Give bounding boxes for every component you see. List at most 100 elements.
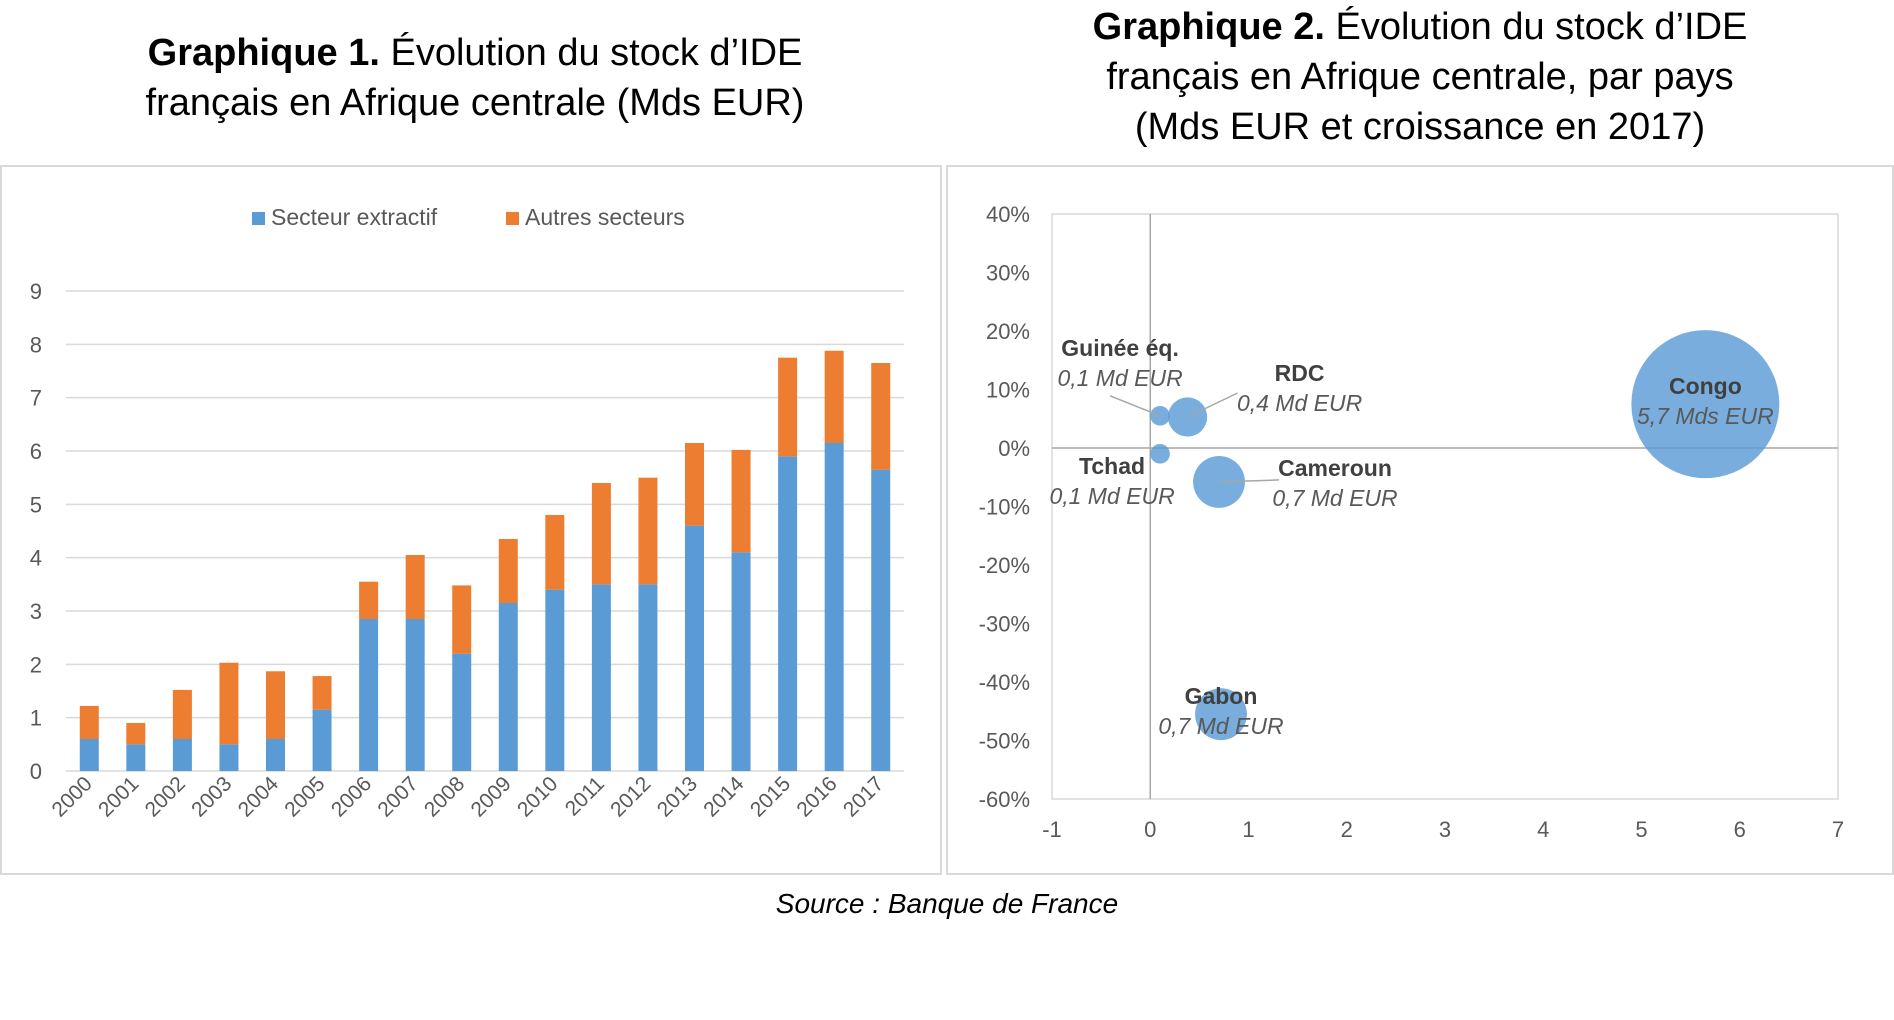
x-tick-label: 7 (1832, 817, 1844, 842)
x-tick-label: 2003 (187, 772, 236, 821)
y-tick-label: -50% (979, 729, 1030, 754)
bar-autres (638, 477, 658, 585)
y-tick-label: 7 (30, 386, 42, 411)
x-tick-label: 2005 (280, 772, 329, 821)
bar-extractif (219, 744, 239, 771)
chart2-title-line3: (Mds EUR et croissance en 2017) (1134, 106, 1706, 148)
y-tick-label: -30% (979, 612, 1030, 637)
leader-line (1187, 392, 1238, 418)
bar-extractif (638, 584, 658, 771)
chart1-title-bold: Graphique 1. (147, 32, 380, 74)
bar-extractif (498, 603, 518, 771)
chart2-title: Graphique 2. Évolution du stock d’IDE fr… (960, 2, 1880, 152)
x-tick-label: 2001 (94, 772, 143, 821)
bar-extractif (731, 552, 751, 771)
chart1-title-rest: Évolution du stock d’IDE (379, 32, 803, 74)
x-tick-label: 2015 (746, 772, 795, 821)
y-tick-label: 10% (986, 378, 1030, 403)
y-tick-label: 9 (30, 279, 42, 304)
y-tick-label: 0 (30, 759, 42, 784)
bubble-value-label: 0,7 Md EUR (1272, 485, 1397, 511)
bar-extractif (591, 584, 611, 771)
bar-extractif (359, 619, 379, 771)
bar-autres (79, 705, 99, 739)
bar-extractif (266, 739, 285, 771)
y-tick-label: 6 (30, 439, 42, 464)
x-tick-label: 2013 (653, 772, 702, 821)
bar-extractif (824, 443, 844, 771)
x-tick-label: 2006 (327, 772, 376, 821)
x-tick-label: 2011 (561, 772, 609, 820)
y-tick-label: -40% (979, 670, 1030, 695)
bubble-chart: 40% 30% 20% 10% 0% -10% -20% -30% -40% -50% -60% -1… (979, 202, 1844, 842)
bubble-value-label: 0,7 Md EUR (1158, 713, 1283, 739)
y-tick-label: 5 (30, 492, 42, 517)
plot-area (1051, 213, 1839, 800)
x-tick-label: 2004 (234, 772, 284, 822)
y-tick-label: 40% (986, 202, 1030, 227)
leader-line (1109, 395, 1161, 417)
bar-chart-panel: 0 1 2 3 4 5 6 7 8 9 Secteur extractif Autres secteu… (0, 165, 942, 875)
y-tick-label: 20% (986, 319, 1030, 344)
bar-autres (685, 443, 704, 526)
y-tick-label: 30% (986, 261, 1030, 286)
y-tick-label: -60% (979, 787, 1030, 812)
y-tick-label: 8 (30, 332, 42, 357)
y-tick-label: 4 (30, 546, 42, 571)
bar-extractif (545, 589, 565, 771)
x-tick-label: 2002 (141, 772, 190, 821)
x-tick-label: 2009 (467, 772, 516, 821)
x-tick-label: 6 (1734, 817, 1746, 842)
bar-extractif (79, 739, 99, 771)
y-tick-label: 2 (30, 652, 42, 677)
chart1-title-line2: français en Afrique centrale (Mds EUR) (145, 82, 805, 124)
bar-extractif (312, 709, 332, 771)
bar-autres (731, 449, 751, 553)
bar-autres (591, 483, 611, 585)
bubble-point (1193, 455, 1245, 508)
bubble-value-label: 0,1 Md EUR (1049, 483, 1174, 509)
legend-label: Autres secteurs (525, 204, 685, 230)
y-tick-label: -20% (979, 553, 1030, 578)
x-tick-label: 2007 (373, 772, 422, 821)
bubble-point (1150, 444, 1170, 464)
bubble-name-label: Guinée éq. (1061, 335, 1179, 361)
chart2-title-bold: Graphique 2. (1092, 6, 1325, 48)
stacked-bar-chart: 0 1 2 3 4 5 6 7 8 9 Secteur extractif Autres secteu… (30, 204, 904, 822)
x-tick-label: 2017 (839, 772, 888, 821)
bar-autres (498, 539, 518, 603)
bubble-value-label: 0,4 Md EUR (1237, 390, 1362, 416)
bubble-chart-panel: 40% 30% 20% 10% 0% -10% -20% -30% -40% -50% -60% -1… (946, 165, 1894, 875)
x-tick-label: 2010 (513, 772, 562, 821)
bar-autres (778, 357, 798, 457)
x-tick-label: 5 (1635, 817, 1647, 842)
bar-extractif (172, 739, 192, 771)
bubble-value-label: 0,1 Md EUR (1057, 365, 1182, 391)
bubble-name-label: Gabon (1185, 683, 1258, 709)
bubble-point (1167, 397, 1208, 437)
y-tick-label: -10% (979, 495, 1030, 520)
bubble-name-label: Congo (1669, 373, 1742, 399)
x-tick-label: 2016 (792, 772, 841, 821)
x-tick-label: 3 (1439, 817, 1451, 842)
bar-autres (219, 662, 239, 745)
bubble-name-label: Cameroun (1278, 455, 1392, 481)
x-tick-label: 2012 (606, 772, 655, 821)
x-tick-label: 2008 (420, 772, 469, 821)
bar-autres (405, 555, 425, 619)
bar-extractif (778, 456, 798, 771)
x-tick-label: 2 (1341, 817, 1353, 842)
x-tick-label: 1 (1242, 817, 1254, 842)
bar-extractif (126, 744, 146, 771)
bar-autres (824, 350, 844, 443)
bar-autres (266, 671, 285, 739)
x-tick-label: 2000 (48, 772, 97, 821)
chart2-title-rest: Évolution du stock d’IDE (1324, 6, 1748, 48)
x-tick-label: 0 (1144, 817, 1156, 842)
legend-label: Secteur extractif (271, 204, 438, 230)
bar-extractif (452, 653, 472, 771)
bar-autres (545, 515, 565, 590)
bar-autres (452, 585, 472, 654)
bar-autres (871, 363, 891, 470)
bar-autres (359, 581, 379, 619)
